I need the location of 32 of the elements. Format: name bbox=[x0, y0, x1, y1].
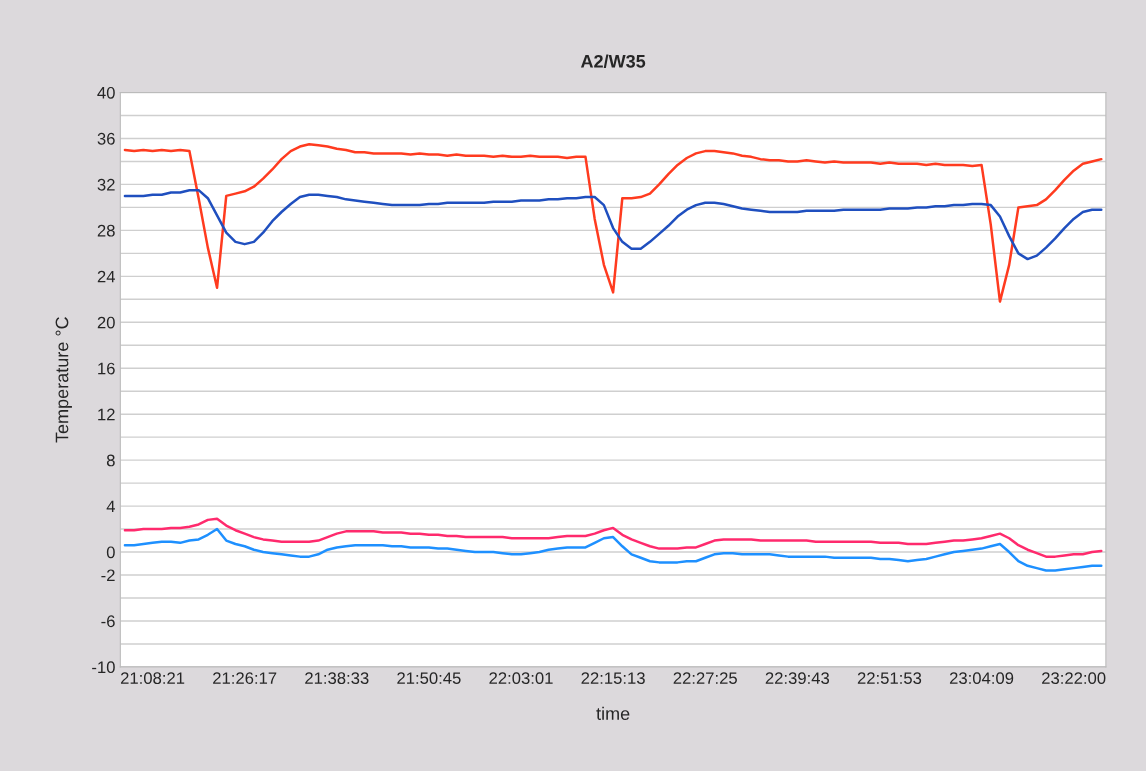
y-tick-label: 8 bbox=[106, 454, 115, 467]
x-tick-label: 21:26:17 bbox=[213, 672, 277, 685]
y-tick-label: 4 bbox=[106, 500, 115, 513]
y-tick-label: 0 bbox=[106, 546, 115, 559]
y-tick-label: 40 bbox=[97, 86, 115, 99]
y-tick-label: -2 bbox=[101, 569, 115, 582]
y-tick-label: -10 bbox=[92, 661, 115, 674]
y-tick-label: -6 bbox=[101, 615, 115, 628]
line-series bbox=[123, 188, 1103, 261]
y-tick-label: 12 bbox=[98, 408, 115, 421]
x-tick-label: 21:08:21 bbox=[120, 672, 185, 685]
y-tick-label: 24 bbox=[97, 270, 115, 283]
y-tick-label: 20 bbox=[97, 316, 115, 329]
x-tick-label: 22:51:53 bbox=[857, 672, 922, 685]
x-tick-label: 23:04:09 bbox=[949, 672, 1014, 685]
x-tick-label: 21:38:33 bbox=[305, 672, 369, 685]
x-tick-label: 22:39:43 bbox=[765, 672, 830, 685]
y-tick-label: 28 bbox=[97, 224, 115, 237]
line-series bbox=[123, 142, 1103, 303]
x-tick-label: 21:50:45 bbox=[397, 672, 461, 685]
y-tick-label: 32 bbox=[97, 178, 115, 191]
y-axis-title: Temperature °C bbox=[55, 317, 72, 443]
chart-title: A2/W35 bbox=[580, 54, 646, 68]
line-series bbox=[123, 527, 1103, 572]
line-series bbox=[123, 517, 1103, 558]
y-tick-label: 36 bbox=[97, 132, 115, 145]
x-tick-label: 22:15:13 bbox=[581, 672, 645, 685]
x-axis-title: time bbox=[596, 706, 630, 721]
x-tick-label: 22:27:25 bbox=[673, 672, 737, 685]
x-tick-label: 22:03:01 bbox=[489, 672, 553, 685]
y-tick-label: 16 bbox=[98, 362, 115, 375]
x-tick-label: 23:22:00 bbox=[1042, 672, 1106, 685]
